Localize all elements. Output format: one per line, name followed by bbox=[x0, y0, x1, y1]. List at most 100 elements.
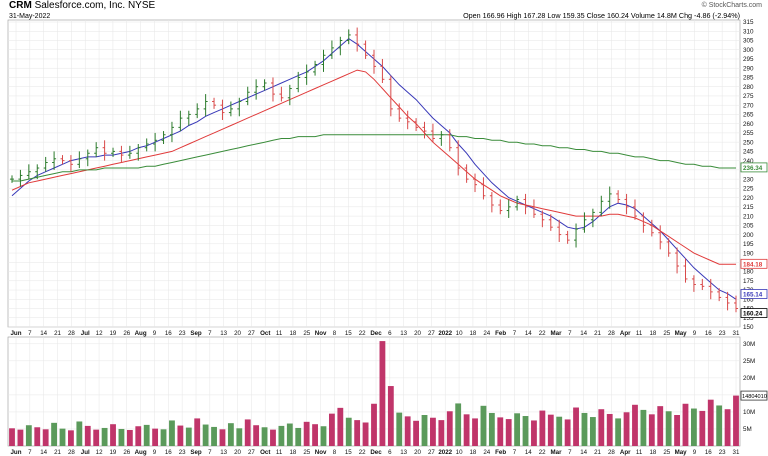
price-tick-label: 195 bbox=[743, 241, 754, 248]
x-tick-label: 18 bbox=[649, 330, 656, 337]
x-tick-label: 11 bbox=[276, 330, 283, 337]
volume-bar bbox=[640, 409, 647, 446]
x-tick-label: 7 bbox=[28, 330, 32, 337]
x-tick-label: 25 bbox=[303, 330, 310, 337]
x-tick-label-bottom: Nov bbox=[315, 449, 327, 456]
volume-bar bbox=[76, 421, 83, 446]
legend-swatch-icon bbox=[13, 47, 22, 50]
volume-bar bbox=[68, 430, 74, 446]
x-tick-label-bottom: 13 bbox=[220, 449, 227, 456]
x-tick-label: 24 bbox=[483, 330, 490, 337]
volume-tick-label: 5M bbox=[743, 426, 752, 433]
watermark: © StockCharts.com bbox=[701, 2, 762, 9]
volume-bar bbox=[270, 429, 276, 446]
x-tick-label-bottom: 22 bbox=[359, 449, 366, 456]
x-tick-label: 20 bbox=[414, 330, 421, 337]
x-tick-label: 23 bbox=[179, 330, 186, 337]
x-tick-label: 12 bbox=[96, 330, 103, 337]
x-tick-label: 14 bbox=[40, 330, 47, 337]
price-legend: CRM (Daily) 160.24 MA(21) 165.14 MA(50) 18… bbox=[13, 21, 81, 53]
price-tick-label: 285 bbox=[743, 75, 754, 82]
volume-bar bbox=[312, 424, 318, 446]
header-title: CRM Salesforce.com, Inc. NYSE bbox=[9, 0, 155, 11]
x-tick-label-bottom: Aug bbox=[135, 449, 147, 456]
volume-bar bbox=[236, 428, 243, 446]
x-tick-label: May bbox=[675, 330, 688, 337]
x-tick-label-bottom: Feb bbox=[495, 449, 506, 456]
x-tick-label: Jul bbox=[81, 330, 90, 337]
volume-tick-label: 15M bbox=[743, 392, 755, 399]
volume-bar bbox=[371, 403, 377, 446]
volume-bar bbox=[152, 428, 159, 446]
legend-label: MA(21) 165.14 bbox=[24, 28, 67, 36]
volume-bar bbox=[244, 419, 251, 446]
x-tick-label: Apr bbox=[620, 330, 631, 337]
x-tick-label: 10 bbox=[456, 330, 463, 337]
volume-bar bbox=[404, 416, 411, 446]
volume-bar bbox=[185, 427, 192, 446]
volume-bar bbox=[573, 407, 579, 446]
price-tick-label: 180 bbox=[743, 269, 754, 276]
x-tick-label: 25 bbox=[663, 330, 670, 337]
volume-bar bbox=[733, 395, 739, 446]
x-tick-label: Aug bbox=[135, 330, 147, 337]
price-tick-label: 240 bbox=[743, 158, 754, 165]
volume-bar bbox=[657, 406, 664, 446]
legend-label: MA(50) 184.18 bbox=[24, 36, 67, 44]
x-tick-label-bottom: 28 bbox=[608, 449, 615, 456]
x-tick-label: 7 bbox=[208, 330, 212, 337]
price-value-tag bbox=[740, 289, 768, 299]
price-tick-label: 230 bbox=[743, 176, 754, 183]
price-tick-label: 280 bbox=[743, 84, 754, 91]
price-value-tag-label: 236.34 bbox=[743, 165, 763, 172]
volume-bar bbox=[177, 425, 184, 446]
x-tick-label: Dec bbox=[370, 330, 382, 337]
volume-bar bbox=[143, 424, 150, 446]
price-tick-label: 315 bbox=[743, 19, 754, 26]
x-tick-label-bottom: 7 bbox=[208, 449, 212, 456]
x-tick-label-bottom: 6 bbox=[388, 449, 392, 456]
x-tick-label-bottom: 27 bbox=[428, 449, 435, 456]
volume-bar bbox=[547, 414, 554, 446]
price-value-tag-label: 165.14 bbox=[743, 292, 763, 299]
volume-legend: Volume 14,804,009 bbox=[13, 339, 78, 347]
ma-line-ma50 bbox=[11, 69, 736, 265]
x-tick-label-bottom: 20 bbox=[234, 449, 241, 456]
chart-date: 31-May-2022 bbox=[9, 13, 51, 20]
volume-bar bbox=[219, 429, 226, 446]
x-tick-label: 14 bbox=[525, 330, 532, 337]
volume-bar bbox=[724, 409, 731, 446]
volume-bar bbox=[379, 341, 386, 446]
volume-bar bbox=[84, 425, 91, 446]
x-tick-label: 18 bbox=[469, 330, 476, 337]
quote-summary: Open 166.96 High 167.28 Low 159.35 Close… bbox=[463, 11, 740, 20]
price-tick-label: 260 bbox=[743, 121, 754, 128]
volume-bar bbox=[598, 409, 605, 446]
price-tick-label: 295 bbox=[743, 56, 754, 63]
x-tick-label-bottom: 7 bbox=[568, 449, 572, 456]
volume-bar bbox=[126, 429, 133, 446]
x-tick-label: 21 bbox=[594, 330, 601, 337]
volume-bar bbox=[337, 407, 344, 446]
volume-bar bbox=[480, 405, 487, 446]
volume-swatch-icon bbox=[13, 340, 18, 346]
volume-bar bbox=[101, 427, 108, 446]
volume-tick-label: 20M bbox=[743, 375, 755, 382]
ma-line-ma200 bbox=[12, 134, 736, 182]
ticker-symbol: CRM bbox=[9, 0, 32, 11]
x-tick-label-bottom: 23 bbox=[179, 449, 186, 456]
x-tick-label: Sep bbox=[190, 330, 202, 337]
price-value-tag-label: 184.18 bbox=[743, 261, 763, 268]
x-tick-label: 31 bbox=[733, 330, 740, 337]
price-tick-label: 185 bbox=[743, 260, 754, 267]
volume-bar bbox=[413, 420, 420, 446]
volume-bar bbox=[34, 427, 41, 446]
volume-bar bbox=[505, 419, 512, 446]
x-tick-label-bottom: 14 bbox=[525, 449, 532, 456]
ma-line-ma21 bbox=[11, 37, 737, 300]
x-tick-label: Oct bbox=[260, 330, 270, 337]
x-tick-label: 22 bbox=[539, 330, 546, 337]
x-tick-label-bottom: Dec bbox=[370, 449, 382, 456]
volume-bar bbox=[396, 412, 403, 446]
x-tick-label: 15 bbox=[345, 330, 352, 337]
